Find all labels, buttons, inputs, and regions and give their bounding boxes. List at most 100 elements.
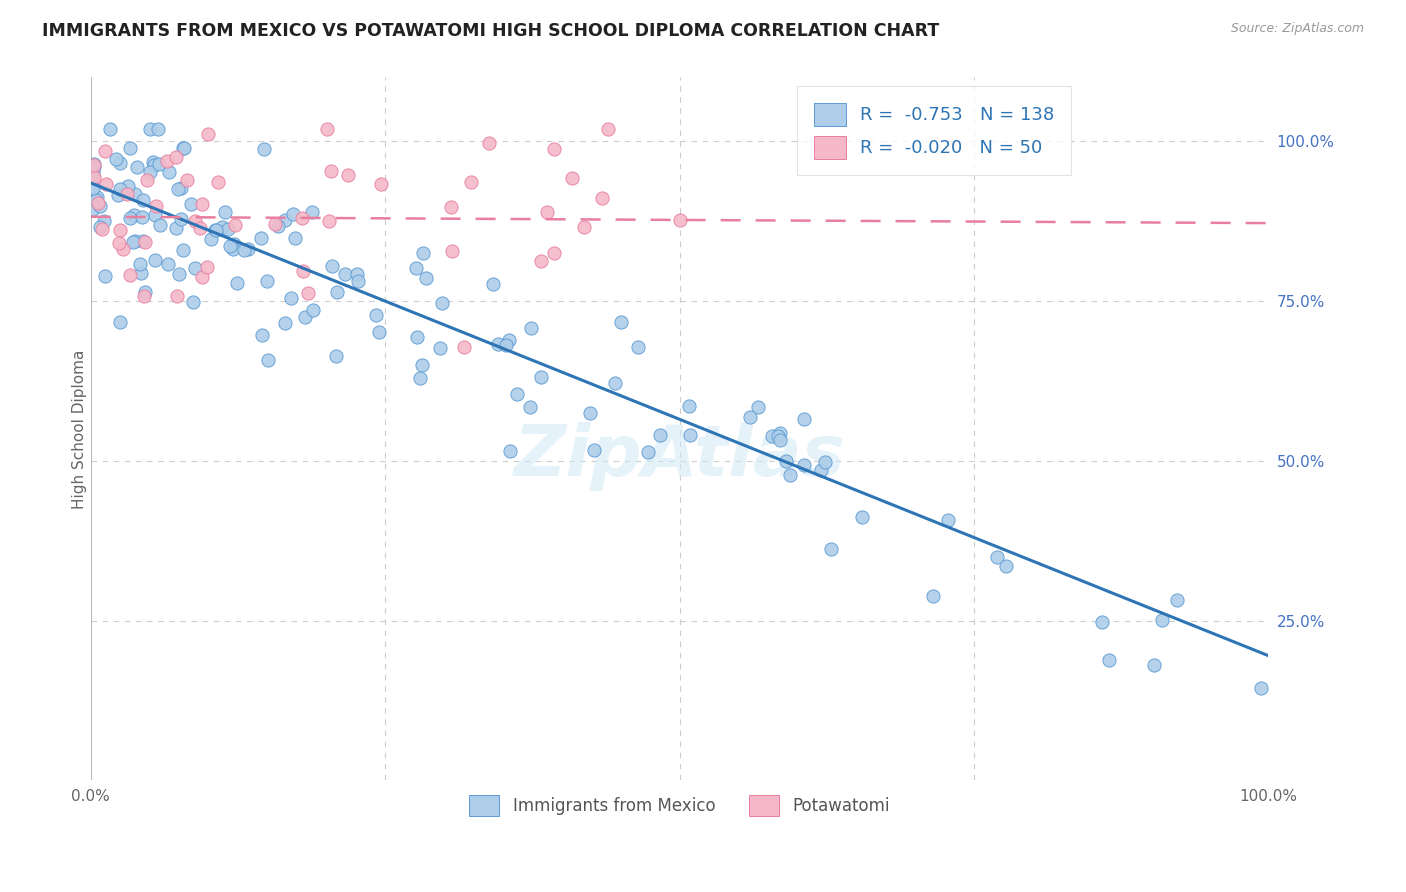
Point (143, 158, 166, 172)
Point (124, 235, 146, 249)
Point (637, 445, 659, 459)
Point (650, 428, 672, 442)
Point (122, 208, 145, 222)
Point (205, 222, 228, 236)
Point (107, 188, 129, 202)
Point (82, 166, 104, 180)
Point (83, 170, 105, 185)
Point (478, 136, 501, 150)
Point (112, 242, 135, 256)
Point (851, 509, 873, 524)
Point (233, 243, 256, 257)
Point (460, 175, 482, 189)
Point (326, 285, 349, 299)
Point (184, 260, 207, 275)
Point (180, 197, 202, 211)
Point (145, 209, 167, 223)
Point (994, 559, 1017, 574)
Point (173, 141, 195, 155)
Point (281, 206, 304, 220)
Point (108, 315, 131, 329)
Point (284, 231, 307, 245)
Point (453, 340, 475, 354)
Point (321, 260, 343, 274)
Point (921, 589, 943, 603)
Point (318, 214, 340, 228)
Point (188, 221, 211, 235)
Y-axis label: High School Diploma: High School Diploma (72, 349, 87, 508)
Point (769, 425, 792, 440)
Point (439, 200, 461, 214)
Point (598, 121, 620, 136)
Point (319, 164, 342, 178)
Point (83, 157, 105, 171)
Point (83, 160, 105, 174)
Point (86, 190, 108, 204)
Point (769, 433, 792, 447)
Point (94, 268, 117, 283)
Point (775, 454, 797, 468)
Point (543, 246, 565, 260)
Point (1166, 593, 1188, 607)
Point (316, 121, 339, 136)
Point (120, 268, 142, 282)
Point (495, 337, 517, 351)
Point (779, 467, 801, 482)
Point (107, 235, 129, 250)
Point (142, 154, 165, 169)
Point (131, 234, 153, 248)
Point (814, 455, 837, 469)
Point (505, 387, 527, 401)
Point (333, 268, 356, 282)
Point (94, 177, 117, 191)
Point (1150, 613, 1173, 627)
Point (678, 400, 700, 414)
Point (82, 180, 104, 194)
Point (936, 513, 959, 527)
Point (110, 222, 132, 236)
Point (117, 179, 139, 194)
Point (256, 275, 278, 289)
Point (294, 310, 316, 325)
Point (574, 220, 596, 235)
Point (172, 141, 194, 155)
Point (167, 267, 190, 281)
Point (499, 443, 522, 458)
Point (429, 342, 451, 356)
Point (530, 254, 553, 268)
Point (167, 182, 190, 196)
Point (148, 157, 170, 171)
Point (610, 315, 633, 329)
Point (486, 336, 509, 351)
Point (738, 410, 761, 425)
Point (134, 285, 156, 299)
Point (197, 127, 219, 141)
Point (165, 221, 187, 235)
Point (225, 276, 247, 290)
Point (543, 143, 565, 157)
Point (165, 150, 187, 164)
Point (415, 270, 437, 285)
Point (118, 211, 141, 225)
Point (297, 286, 319, 301)
Point (482, 277, 505, 291)
Point (253, 142, 276, 156)
Point (346, 274, 368, 288)
Point (214, 205, 236, 219)
Point (766, 429, 789, 443)
Point (135, 173, 157, 187)
Point (761, 428, 783, 442)
Point (274, 213, 297, 227)
Point (191, 269, 214, 284)
Point (412, 246, 434, 260)
Point (1250, 681, 1272, 695)
Point (83, 158, 105, 172)
Point (143, 253, 166, 268)
Point (793, 411, 815, 425)
Point (367, 325, 389, 339)
Point (986, 550, 1008, 565)
Point (157, 165, 180, 179)
Text: Source: ZipAtlas.com: Source: ZipAtlas.com (1230, 22, 1364, 36)
Point (291, 211, 314, 226)
Point (181, 295, 204, 310)
